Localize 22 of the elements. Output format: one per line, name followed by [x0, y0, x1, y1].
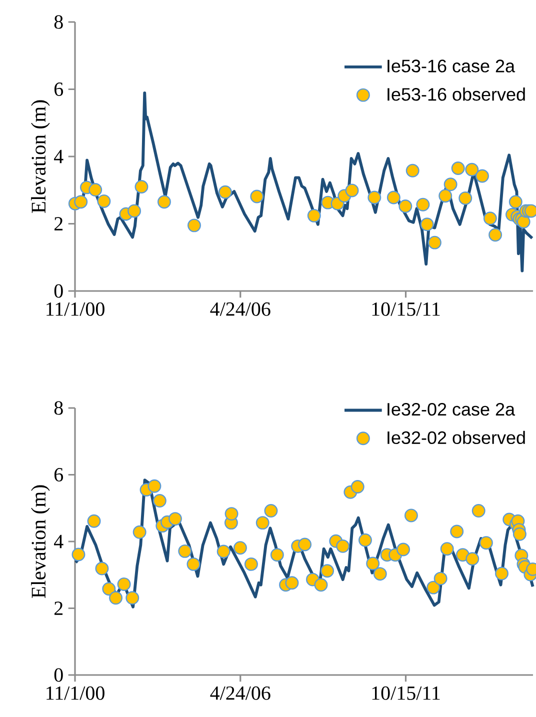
legend-label: Ie32-02 case 2a	[388, 402, 516, 416]
x-tick-label: 4/24/06	[210, 302, 270, 316]
y-tick-label: 4	[54, 534, 64, 548]
y-tick-label: 0	[54, 668, 63, 682]
x-tick-label: 10/15/11	[372, 686, 440, 700]
y-tick-label: 2	[54, 602, 63, 615]
y-axis-title: Elevation (m)	[31, 485, 50, 598]
x-tick-label: 4/24/06	[210, 686, 270, 700]
y-tick-label: 8	[54, 15, 63, 29]
x-tick-label: 11/1/00	[46, 686, 104, 700]
y-tick-label: 6	[54, 82, 64, 96]
y-tick-label: 2	[54, 217, 63, 230]
y-tick-label: 6	[54, 468, 64, 482]
x-tick-label: 11/1/00	[46, 302, 104, 316]
x-tick-label: 10/15/11	[372, 302, 440, 316]
y-tick-label: 8	[54, 401, 63, 415]
legend-label: Ie32-02 observed	[388, 430, 525, 444]
y-tick-label: 0	[54, 284, 63, 298]
legend-label: Ie53-16 case 2a	[388, 60, 516, 72]
legend-label: Ie53-16 observed	[388, 88, 525, 101]
y-axis-title: Elevation (m)	[31, 100, 50, 214]
y-tick-label: 4	[54, 150, 64, 164]
